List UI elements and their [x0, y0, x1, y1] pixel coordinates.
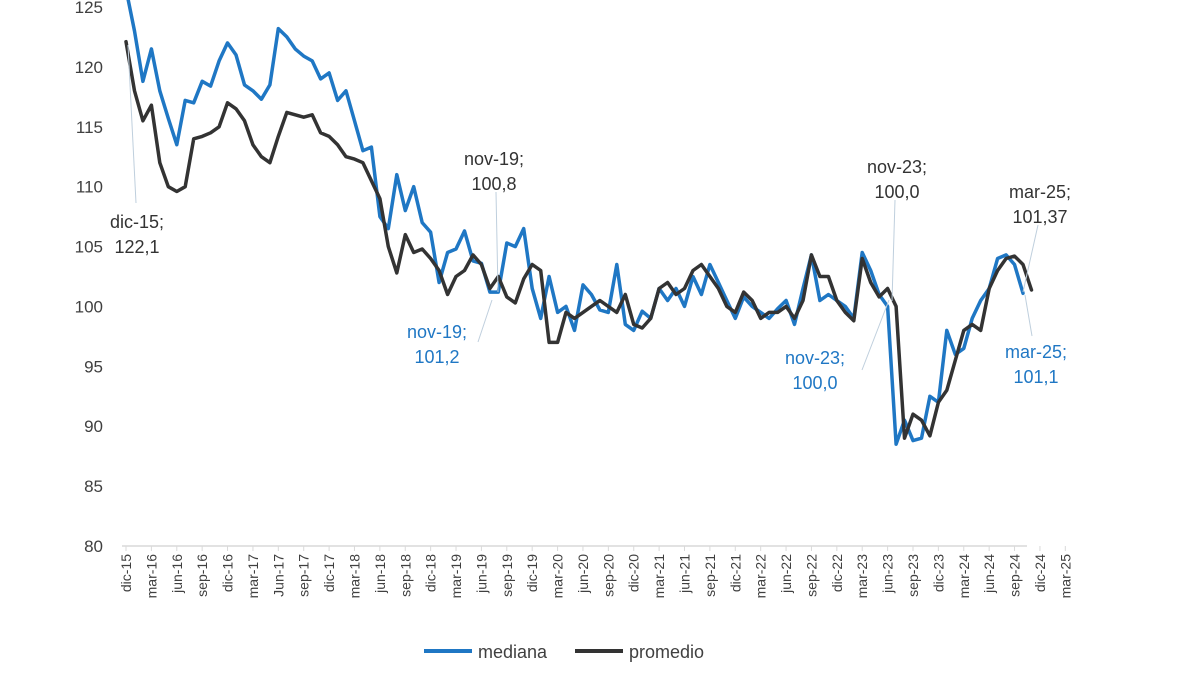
y-tick-labels: 80 85 90 95 100 105 110 115 120 125 — [75, 0, 103, 556]
annotation-label-2: nov-19; 101,2 — [407, 322, 467, 367]
x-tick-mar-16: mar-16 — [143, 554, 159, 599]
annotation-label-5-line-0: mar-25; — [1009, 182, 1071, 202]
axis-layer — [122, 545, 1066, 551]
y-tick-120: 120 — [75, 58, 103, 77]
annotation-leader-2 — [477, 299, 493, 343]
annotation-label-0-line-0: dic-15; — [110, 212, 164, 232]
x-tick-dic-17: dic-17 — [321, 554, 337, 592]
x-tick-mar-19: mar-19 — [448, 554, 464, 599]
x-tick-jun-21: jun-21 — [677, 554, 693, 594]
x-tick-dic-16: dic-16 — [220, 554, 236, 592]
series-line-mediana — [126, 0, 1025, 446]
x-tick-mar-23: mar-23 — [854, 554, 870, 599]
annotation-leader-1 — [495, 191, 499, 293]
x-tick-dic-20: dic-20 — [626, 554, 642, 592]
annotation-label-3-line-0: nov-23; — [867, 157, 927, 177]
x-tick-sep-21: sep-21 — [702, 554, 718, 597]
x-tick-mar-24: mar-24 — [956, 554, 972, 599]
x-tick-dic-24: dic-24 — [1032, 554, 1048, 592]
legend-label-promedio: promedio — [629, 642, 704, 662]
x-tick-jun-22: jun-22 — [778, 554, 794, 594]
x-tick-dic-15: dic-15 — [118, 554, 134, 592]
x-tick-Jun-17: Jun-17 — [270, 554, 286, 597]
legend-label-mediana: mediana — [478, 642, 548, 662]
x-tick-jun-19: jun-19 — [473, 554, 489, 594]
annotation-label-6-line-1: 101,1 — [1013, 367, 1058, 387]
x-tick-sep-22: sep-22 — [803, 554, 819, 597]
x-tick-mar-22: mar-22 — [753, 554, 769, 599]
x-tick-sep-18: sep-18 — [397, 554, 413, 597]
annotation-leader-6 — [1024, 294, 1033, 337]
annotation-label-2-line-1: 101,2 — [414, 347, 459, 367]
x-tick-sep-19: sep-19 — [499, 554, 515, 597]
y-tick-105: 105 — [75, 238, 103, 257]
x-tick-jun-18: jun-18 — [372, 554, 388, 594]
annotation-leader-3 — [891, 199, 896, 302]
x-tick-jun-24: jun-24 — [981, 554, 997, 594]
annotation-label-6: mar-25; 101,1 — [1005, 342, 1067, 387]
annotation-label-6-line-0: mar-25; — [1005, 342, 1067, 362]
x-tick-sep-23: sep-23 — [905, 554, 921, 597]
annotation-label-3-line-1: 100,0 — [874, 182, 919, 202]
annotation-label-2-line-0: nov-19; — [407, 322, 467, 342]
y-tick-110: 110 — [76, 178, 103, 197]
x-tick-sep-16: sep-16 — [194, 554, 210, 597]
x-tick-dic-18: dic-18 — [423, 554, 439, 592]
annotation-label-1-line-0: nov-19; — [464, 149, 524, 169]
x-tick-jun-20: jun-20 — [575, 554, 591, 594]
annotation-leader-0 — [127, 44, 137, 204]
annotation-label-1: nov-19; 100,8 — [464, 149, 524, 194]
x-tick-mar-18: mar-18 — [346, 554, 362, 599]
annotation-label-4-line-1: 100,0 — [792, 373, 837, 393]
y-tick-95: 95 — [84, 357, 103, 376]
legend: mediana promedio — [424, 642, 704, 662]
x-tick-jun-16: jun-16 — [169, 554, 185, 594]
annotation-label-3: nov-23; 100,0 — [867, 157, 927, 202]
annotation-label-0: dic-15; 122,1 — [110, 212, 164, 257]
x-tick-labels: dic-15 mar-16 jun-16 sep-16 dic-16 mar-17 Jun-… — [118, 554, 1073, 599]
x-tick-dic-23: dic-23 — [930, 554, 946, 592]
series-layer — [124, 0, 1034, 446]
x-tick-mar-21: mar-21 — [651, 554, 667, 599]
annotation-label-4: nov-23; 100,0 — [785, 348, 845, 393]
x-tick-sep-24: sep-24 — [1007, 554, 1023, 597]
annotation-label-4-line-0: nov-23; — [785, 348, 845, 368]
annotation-label-5: mar-25; 101,37 — [1009, 182, 1071, 227]
y-tick-125: 125 — [75, 0, 103, 17]
x-tick-mar-25: mar-25 — [1057, 554, 1073, 599]
y-tick-100: 100 — [75, 297, 103, 316]
annotation-leader-5 — [1022, 224, 1039, 293]
annotation-label-0-line-1: 122,1 — [114, 237, 159, 257]
y-tick-115: 115 — [76, 118, 103, 137]
annotation-leader-4 — [861, 299, 890, 371]
x-tick-dic-21: dic-21 — [727, 554, 743, 592]
x-tick-mar-17: mar-17 — [245, 554, 261, 599]
x-tick-sep-17: sep-17 — [296, 554, 312, 597]
x-tick-dic-22: dic-22 — [829, 554, 845, 592]
y-tick-80: 80 — [84, 537, 103, 556]
x-tick-sep-20: sep-20 — [600, 554, 616, 597]
annotation-label-5-line-1: 101,37 — [1012, 207, 1067, 227]
x-tick-dic-19: dic-19 — [524, 554, 540, 592]
y-tick-90: 90 — [84, 417, 103, 436]
annotation-label-1-line-1: 100,8 — [471, 174, 516, 194]
x-tick-jun-23: jun-23 — [880, 554, 896, 594]
x-tick-mar-20: mar-20 — [550, 554, 566, 599]
y-tick-85: 85 — [84, 477, 103, 496]
series-line-promedio — [124, 39, 1034, 440]
